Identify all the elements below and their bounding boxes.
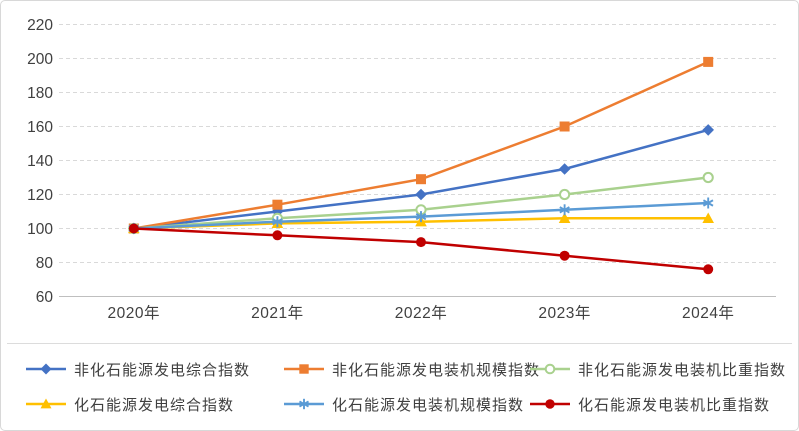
asterisk-marker <box>702 199 714 207</box>
legend-item: 化石能源发电综合指数 <box>25 393 234 415</box>
asterisk-marker <box>415 213 427 221</box>
x-tick-label: 2022年 <box>395 304 447 322</box>
diamond-marker <box>415 188 427 201</box>
y-tick-label: 140 <box>27 153 53 170</box>
filled-circle-marker <box>128 223 139 234</box>
legend-marker <box>530 363 570 375</box>
filled-circle-marker <box>703 264 714 275</box>
y-tick-label: 160 <box>27 119 53 136</box>
legend-label: 化石能源发电综合指数 <box>74 396 235 414</box>
legend-item: 化石能源发电装机比重指数 <box>529 393 770 415</box>
legend-label: 非化石能源发电装机规模指数 <box>332 361 541 379</box>
legend-marker <box>284 398 324 410</box>
legend-marker <box>530 399 570 409</box>
legend-label: 化石能源发电装机比重指数 <box>578 396 771 414</box>
x-tick-label: 2020年 <box>108 304 160 322</box>
y-tick-label: 120 <box>27 187 53 204</box>
legend-item: 化石能源发电装机规模指数 <box>283 393 524 415</box>
y-tick-label: 100 <box>27 221 53 238</box>
y-tick-label: 200 <box>27 51 53 68</box>
y-tick-label: 80 <box>36 255 54 272</box>
filled-circle-marker <box>545 399 555 409</box>
diamond-marker <box>558 163 571 175</box>
square-marker <box>703 56 714 67</box>
legend-divider <box>7 343 792 344</box>
legend-marker <box>284 364 324 374</box>
filled-circle-marker <box>272 230 283 241</box>
diamond-marker <box>702 124 714 136</box>
x-tick-label: 2023年 <box>538 304 590 322</box>
open-circle-marker <box>544 363 556 375</box>
triangle-marker <box>702 212 714 223</box>
legend-marker <box>26 398 66 409</box>
series-line <box>133 227 709 271</box>
legend-label: 非化石能源发电装机比重指数 <box>578 361 787 379</box>
square-marker <box>299 364 309 374</box>
asterisk-marker <box>272 218 283 226</box>
x-tick-label: 2024年 <box>682 304 734 322</box>
square-marker <box>416 174 426 185</box>
y-tick-label: 220 <box>27 17 53 34</box>
y-tick-label: 60 <box>36 289 54 306</box>
legend-label: 化石能源发电装机规模指数 <box>332 396 525 414</box>
legend-item: 非化石能源发电装机比重指数 <box>529 358 786 380</box>
series-line <box>133 60 709 230</box>
legend-item: 非化石能源发电装机规模指数 <box>283 358 540 380</box>
diamond-marker <box>40 363 52 375</box>
legend-marker <box>26 363 66 375</box>
filled-circle-marker <box>559 250 570 261</box>
triangle-marker <box>40 398 52 409</box>
asterisk-marker <box>559 206 570 214</box>
open-circle-marker <box>559 188 571 201</box>
filled-circle-marker <box>416 237 426 248</box>
open-circle-marker <box>702 171 714 184</box>
legend-label: 非化石能源发电综合指数 <box>74 361 251 379</box>
legend-item: 非化石能源发电综合指数 <box>25 358 250 380</box>
square-marker <box>559 121 570 132</box>
asterisk-marker <box>299 400 309 408</box>
square-marker <box>272 199 283 210</box>
y-tick-label: 180 <box>27 85 53 102</box>
triangle-marker <box>558 212 571 223</box>
x-tick-label: 2021年 <box>251 304 303 322</box>
